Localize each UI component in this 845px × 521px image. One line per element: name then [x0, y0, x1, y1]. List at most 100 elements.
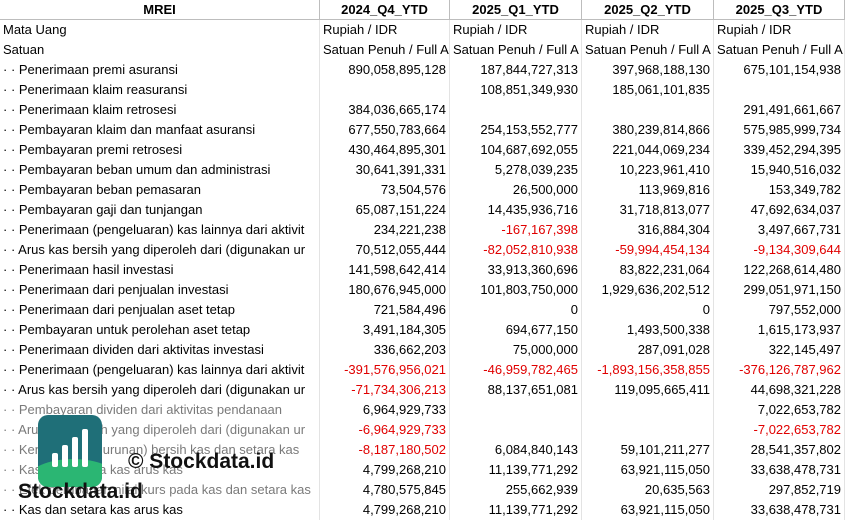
cell-value: 63,921,115,050 — [582, 460, 714, 480]
cell-value — [450, 420, 582, 440]
row-label: · · Arus kas bersih yang diperoleh dari … — [0, 420, 320, 440]
cell-value: Satuan Penuh / Full A — [582, 40, 714, 60]
cell-value: 14,435,936,716 — [450, 200, 582, 220]
cell-value: 575,985,999,734 — [714, 120, 845, 140]
row-label: · · Kenaikan (penurunan) bersih kas dan … — [0, 440, 320, 460]
row-label: Mata Uang — [0, 20, 320, 40]
cell-value: Rupiah / IDR — [582, 20, 714, 40]
cell-value: 1,615,173,937 — [714, 320, 845, 340]
cell-value: Satuan Penuh / Full A — [714, 40, 845, 60]
cell-value: 63,921,115,050 — [582, 500, 714, 520]
cell-value: 101,803,750,000 — [450, 280, 582, 300]
cell-value: 299,051,971,150 — [714, 280, 845, 300]
table-row: · · Pembayaran dividen dari aktivitas pe… — [0, 400, 845, 420]
cell-value: 47,692,634,037 — [714, 200, 845, 220]
cell-value: 104,687,692,055 — [450, 140, 582, 160]
table-row: · · Penerimaan dari penjualan aset tetap… — [0, 300, 845, 320]
table-row: · · Pembayaran gaji dan tunjangan 65,087,… — [0, 200, 845, 220]
row-label: · · Pembayaran beban umum dan administra… — [0, 160, 320, 180]
cell-value: 122,268,614,480 — [714, 260, 845, 280]
cell-value: 6,964,929,733 — [320, 400, 450, 420]
table-row: · · Kas dan setara kas arus kas 4,799,268… — [0, 500, 845, 520]
cell-value: 797,552,000 — [714, 300, 845, 320]
row-label: MREI — [0, 0, 320, 20]
cell-value: 11,139,771,292 — [450, 460, 582, 480]
row-label: Satuan — [0, 40, 320, 60]
cell-value: 430,464,895,301 — [320, 140, 450, 160]
table-row: · · Penerimaan (pengeluaran) kas lainnya… — [0, 220, 845, 240]
cell-value: 141,598,642,414 — [320, 260, 450, 280]
table-row: · · Arus kas bersih yang diperoleh dari … — [0, 420, 845, 440]
cell-value: 113,969,816 — [582, 180, 714, 200]
cell-value: 890,058,895,128 — [320, 60, 450, 80]
cell-value: -46,959,782,465 — [450, 360, 582, 380]
table-row: · · Kas dan setara kas arus kas 4,799,268… — [0, 460, 845, 480]
cell-value: 0 — [450, 300, 582, 320]
table-row: · · Pembayaran untuk perolehan aset teta… — [0, 320, 845, 340]
cell-value: 322,145,497 — [714, 340, 845, 360]
row-label: · · Penerimaan (pengeluaran) kas lainnya… — [0, 360, 320, 380]
cell-value: 15,940,516,032 — [714, 160, 845, 180]
row-label: · · Penerimaan dividen dari aktivitas in… — [0, 340, 320, 360]
cell-value: 316,884,304 — [582, 220, 714, 240]
cell-value: 254,153,552,777 — [450, 120, 582, 140]
table-row: Satuan Satuan Penuh / Full A Satuan Penuh … — [0, 40, 845, 60]
cell-value: 336,662,203 — [320, 340, 450, 360]
cell-value: Rupiah / IDR — [714, 20, 845, 40]
cell-value: 380,239,814,866 — [582, 120, 714, 140]
cell-value: 185,061,101,835 — [582, 80, 714, 100]
cell-value — [714, 80, 845, 100]
table-row: · · Pembayaran beban umum dan administra… — [0, 160, 845, 180]
table-row: · · Pembayaran beban pemasaran 73,504,576… — [0, 180, 845, 200]
row-label: · · Pembayaran premi retrosesi — [0, 140, 320, 160]
cell-value: 2024_Q4_YTD — [320, 0, 450, 20]
cell-value: 20,635,563 — [582, 480, 714, 500]
cell-value: 5,278,039,235 — [450, 160, 582, 180]
cell-value: -167,167,398 — [450, 220, 582, 240]
cell-value — [582, 100, 714, 120]
cell-value: 180,676,945,000 — [320, 280, 450, 300]
cell-value: 153,349,782 — [714, 180, 845, 200]
row-label: · · Penerimaan (pengeluaran) kas lainnya… — [0, 220, 320, 240]
cell-value: 88,137,651,081 — [450, 380, 582, 400]
cell-value: -7,022,653,782 — [714, 420, 845, 440]
table-row: · · Penerimaan (pengeluaran) kas lainnya… — [0, 360, 845, 380]
cell-value: 255,662,939 — [450, 480, 582, 500]
cell-value: 7,022,653,782 — [714, 400, 845, 420]
cell-value: 4,780,575,845 — [320, 480, 450, 500]
cell-value: 2025_Q1_YTD — [450, 0, 582, 20]
table-row: · · Penerimaan klaim retrosesi 384,036,66… — [0, 100, 845, 120]
table-row: · · Pembayaran premi retrosesi 430,464,89… — [0, 140, 845, 160]
cell-value: -9,134,309,644 — [714, 240, 845, 260]
cell-value: 287,091,028 — [582, 340, 714, 360]
cell-value: 31,718,813,077 — [582, 200, 714, 220]
row-label: · · Pembayaran beban pemasaran — [0, 180, 320, 200]
cell-value: 33,913,360,696 — [450, 260, 582, 280]
cell-value: 70,512,055,444 — [320, 240, 450, 260]
cell-value: 2025_Q2_YTD — [582, 0, 714, 20]
cell-value: 291,491,661,667 — [714, 100, 845, 120]
cell-value: 30,641,391,331 — [320, 160, 450, 180]
cell-value: 694,677,150 — [450, 320, 582, 340]
table-row: · · Penerimaan dari penjualan investasi 1… — [0, 280, 845, 300]
cell-value: 44,698,321,228 — [714, 380, 845, 400]
table-row: · · Penerimaan premi asuransi 890,058,895… — [0, 60, 845, 80]
row-label: · · Penerimaan dari penjualan aset tetap — [0, 300, 320, 320]
cell-value: 339,452,294,395 — [714, 140, 845, 160]
cell-value: Satuan Penuh / Full A — [450, 40, 582, 60]
cell-value: 1,929,636,202,512 — [582, 280, 714, 300]
cell-value: 26,500,000 — [450, 180, 582, 200]
cell-value: 59,101,211,277 — [582, 440, 714, 460]
table-row: · · Efek perubahan nilai kurs pada kas d… — [0, 480, 845, 500]
cell-value: -391,576,956,021 — [320, 360, 450, 380]
row-label: · · Arus kas bersih yang diperoleh dari … — [0, 240, 320, 260]
cell-value: 721,584,496 — [320, 300, 450, 320]
cell-value: 10,223,961,410 — [582, 160, 714, 180]
table-row: · · Penerimaan dividen dari aktivitas in… — [0, 340, 845, 360]
cell-value: -59,994,454,134 — [582, 240, 714, 260]
cell-value: 83,822,231,064 — [582, 260, 714, 280]
cell-value: 221,044,069,234 — [582, 140, 714, 160]
